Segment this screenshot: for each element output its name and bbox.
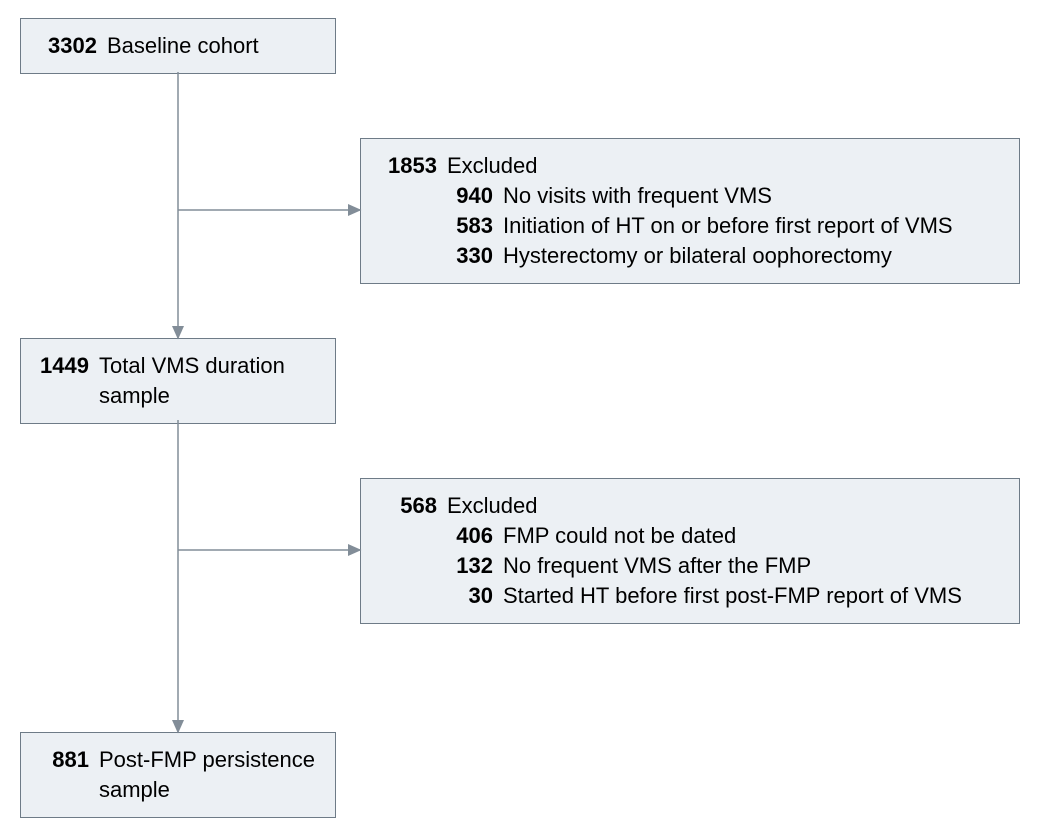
node-label: Post-FMP persistence sample (99, 745, 319, 805)
excluded-sub-label: Initiation of HT on or before first repo… (503, 211, 953, 241)
node-excluded-2: 568 Excluded 406 FMP could not be dated … (360, 478, 1020, 624)
node-post-fmp-sample: 881 Post-FMP persistence sample (20, 732, 336, 818)
node-number: 3302 (37, 31, 97, 61)
excluded-sub-number: 30 (377, 581, 493, 611)
node-excluded-1: 1853 Excluded 940 No visits with frequen… (360, 138, 1020, 284)
node-number: 881 (37, 745, 89, 775)
excluded-sub-number: 583 (377, 211, 493, 241)
excluded-header-number: 1853 (377, 151, 437, 181)
node-total-vms-sample: 1449 Total VMS duration sample (20, 338, 336, 424)
node-number: 1449 (37, 351, 89, 381)
excluded-sub-label: Started HT before first post-FMP report … (503, 581, 962, 611)
excluded-sub-number: 132 (377, 551, 493, 581)
node-label: Baseline cohort (107, 31, 259, 61)
excluded-header-label: Excluded (447, 491, 538, 521)
excluded-sub-number: 940 (377, 181, 493, 211)
excluded-sub-label: FMP could not be dated (503, 521, 736, 551)
excluded-header-number: 568 (377, 491, 437, 521)
excluded-sub-number: 330 (377, 241, 493, 271)
excluded-sub-label: No frequent VMS after the FMP (503, 551, 811, 581)
excluded-sub-number: 406 (377, 521, 493, 551)
node-baseline-cohort: 3302 Baseline cohort (20, 18, 336, 74)
excluded-sub-label: Hysterectomy or bilateral oophorectomy (503, 241, 892, 271)
excluded-header-label: Excluded (447, 151, 538, 181)
excluded-sub-label: No visits with frequent VMS (503, 181, 772, 211)
node-label: Total VMS duration sample (99, 351, 319, 411)
